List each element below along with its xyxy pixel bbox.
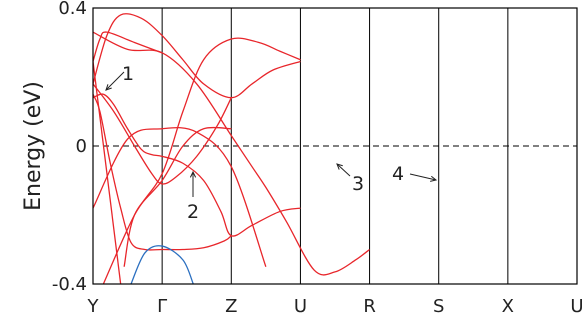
- y-tick-label: 0: [76, 136, 87, 157]
- annotation-arrowhead: [430, 175, 438, 182]
- y-tick-label: 0.4: [58, 0, 87, 19]
- annotation-label: 4: [392, 163, 404, 185]
- annotation-arrowhead: [189, 170, 197, 178]
- band-line: [123, 126, 232, 267]
- y-tick-label: -0.4: [52, 274, 87, 295]
- annotation-arrow: [409, 173, 437, 181]
- annotation-arrow: [105, 71, 125, 91]
- band-line: [93, 93, 301, 237]
- x-tick-label: Y: [87, 296, 100, 317]
- band-line: [93, 61, 122, 284]
- x-tick-label: U: [570, 296, 583, 317]
- x-tick-label: Γ: [157, 296, 167, 317]
- y-axis-label: Energy (eV): [21, 81, 46, 211]
- band-line: [93, 83, 232, 185]
- x-tick-label: Z: [225, 296, 237, 317]
- band-line: [93, 13, 301, 99]
- annotation-arrowhead: [336, 163, 343, 170]
- band-line: [93, 93, 232, 251]
- annotation-label: 2: [187, 201, 199, 223]
- annotation-label: 3: [352, 173, 364, 195]
- band-line: [93, 31, 163, 62]
- x-tick-label: U: [294, 296, 307, 317]
- annotation-label: 1: [122, 63, 134, 85]
- x-tick-label: R: [363, 296, 376, 317]
- x-tick-label: X: [502, 296, 514, 317]
- x-tick-label: S: [433, 296, 444, 317]
- band-line: [93, 127, 267, 267]
- annotation-arrow: [336, 163, 351, 177]
- band-line: [130, 245, 194, 284]
- annotation-arrowhead: [105, 84, 112, 91]
